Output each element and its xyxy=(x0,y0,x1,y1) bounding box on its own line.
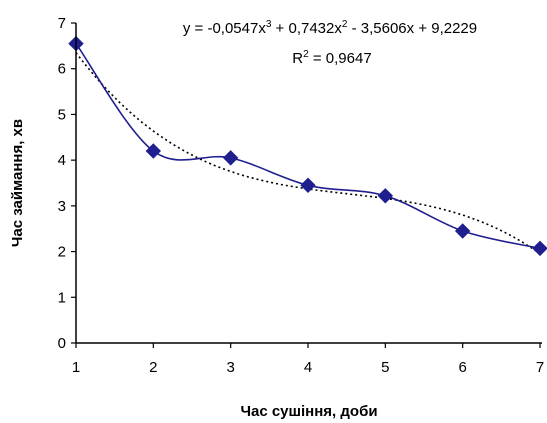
x-tick-label: 5 xyxy=(381,359,389,376)
y-tick-label: 4 xyxy=(58,152,66,169)
y-tick-label: 3 xyxy=(58,198,66,215)
x-tick-label: 3 xyxy=(226,359,234,376)
x-tick-label: 2 xyxy=(149,359,157,376)
x-tick-label: 1 xyxy=(72,359,80,376)
data-point-marker xyxy=(145,143,162,159)
data-point-marker xyxy=(222,150,239,166)
y-tick-label: 2 xyxy=(58,244,66,261)
data-point-marker xyxy=(377,188,394,204)
trendline-layer xyxy=(75,52,541,255)
x-tick-label: 6 xyxy=(458,359,466,376)
series-line xyxy=(75,43,541,250)
trendline xyxy=(75,52,541,255)
data-point-marker xyxy=(454,223,471,239)
x-tick-label: 4 xyxy=(304,359,312,376)
data-point-marker xyxy=(532,240,547,257)
y-axis-title: Час займання, хв xyxy=(9,119,26,247)
y-tick-label: 1 xyxy=(58,289,66,306)
trendline-equation: y = -0,0547x3 + 0,7432x2 - 3,5606x + 9,2… xyxy=(183,19,477,37)
y-tick-label: 6 xyxy=(58,61,66,78)
x-tick-label: 7 xyxy=(536,359,544,376)
y-tick-label: 7 xyxy=(58,15,66,32)
r-squared-label: R2 = 0,9647 xyxy=(292,49,371,67)
y-tick-label: 5 xyxy=(58,106,66,123)
series-layer xyxy=(68,35,547,257)
x-axis-title: Час сушіння, доби xyxy=(240,403,377,420)
y-tick-label: 0 xyxy=(58,335,66,352)
data-point-marker xyxy=(300,177,316,193)
